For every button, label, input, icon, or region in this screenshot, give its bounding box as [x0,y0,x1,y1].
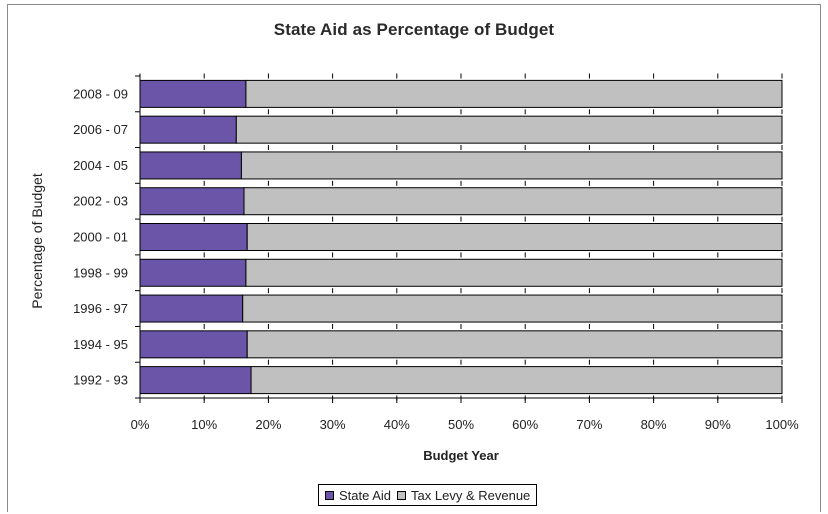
category-label-1996-97: 1996 - 97 [73,301,128,316]
x-tick-label-80-8: 80% [641,417,667,432]
bar-tax-levy-revenue-1994-95 [246,330,783,359]
bar-state-aid-2008-09 [139,79,247,108]
bar-state-aid-2002-03 [139,187,245,216]
bar-state-aid-1994-95 [139,330,248,359]
legend-label-state-aid: State Aid [339,487,392,503]
category-label-2004-05: 2004 - 05 [73,158,128,173]
bar-tax-levy-revenue-2004-05 [240,151,783,180]
legend-label-tax-levy: Tax Levy & Revenue [411,487,531,503]
legend-swatch-tax-levy [397,490,407,500]
x-tick-label-50-5: 50% [448,417,474,432]
bar-state-aid-2006-07 [139,115,237,144]
chart-legend: State Aid Tax Levy & Revenue [318,484,538,506]
category-label-2000-01: 2000 - 01 [73,230,128,245]
category-label-1998-99: 1998 - 99 [73,265,128,280]
bar-state-aid-1998-99 [139,258,247,287]
x-tick-label-0-0: 0% [131,417,150,432]
x-tick-label-10-1: 10% [191,417,217,432]
legend-swatch-state-aid [325,490,334,500]
category-label-2006-07: 2006 - 07 [73,122,128,137]
x-tick-label-20-2: 20% [255,417,281,432]
bar-tax-levy-revenue-2000-01 [246,223,783,251]
chart-title: State Aid as Percentage of Budget [273,20,555,39]
x-tick-label-70-7: 70% [576,417,602,432]
bar-state-aid-1996-97 [139,294,244,323]
bar-tax-levy-revenue-2002-03 [243,187,783,216]
x-tick-label-30-3: 30% [320,417,346,432]
category-label-1994-95: 1994 - 95 [73,337,128,352]
x-tick-label-60-6: 60% [512,417,538,432]
x-tick-label-100-10: 100% [765,417,799,432]
bar-tax-levy-revenue-2008-09 [245,79,783,108]
bar-tax-levy-revenue-2006-07 [235,115,783,144]
legend-item-state-aid: State Aid [325,488,391,503]
category-label-2002-03: 2002 - 03 [73,194,128,209]
y-axis-title: Percentage of Budget [29,173,45,309]
x-tick-label-90-9: 90% [705,417,731,432]
bar-state-aid-2004-05 [139,151,242,180]
x-tick-label-40-4: 40% [384,417,410,432]
legend-item-tax-levy: Tax Levy & Revenue [397,488,530,503]
category-label-2008-09: 2008 - 09 [73,86,128,101]
bar-tax-levy-revenue-1998-99 [245,258,783,287]
category-label-1992-93: 1992 - 93 [73,373,128,388]
bar-tax-levy-revenue-1996-97 [242,294,783,323]
bar-state-aid-1992-93 [139,366,252,395]
x-axis-title: Budget Year [423,448,499,463]
bar-state-aid-2000-01 [139,223,248,251]
bar-tax-levy-revenue-1992-93 [250,366,783,395]
